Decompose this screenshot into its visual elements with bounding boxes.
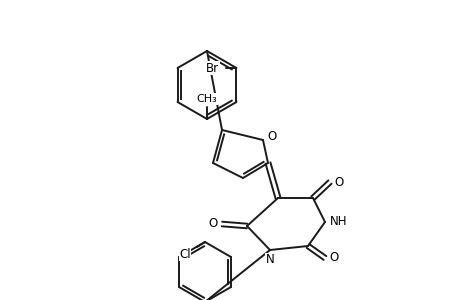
Text: O: O bbox=[334, 176, 343, 188]
Text: O: O bbox=[267, 130, 276, 143]
Text: O: O bbox=[208, 218, 217, 230]
Text: O: O bbox=[329, 251, 338, 265]
Text: NH: NH bbox=[330, 215, 347, 229]
Text: Cl: Cl bbox=[179, 248, 190, 260]
Text: N: N bbox=[265, 254, 274, 266]
Text: CH₃: CH₃ bbox=[196, 94, 217, 104]
Text: Br: Br bbox=[206, 61, 218, 74]
